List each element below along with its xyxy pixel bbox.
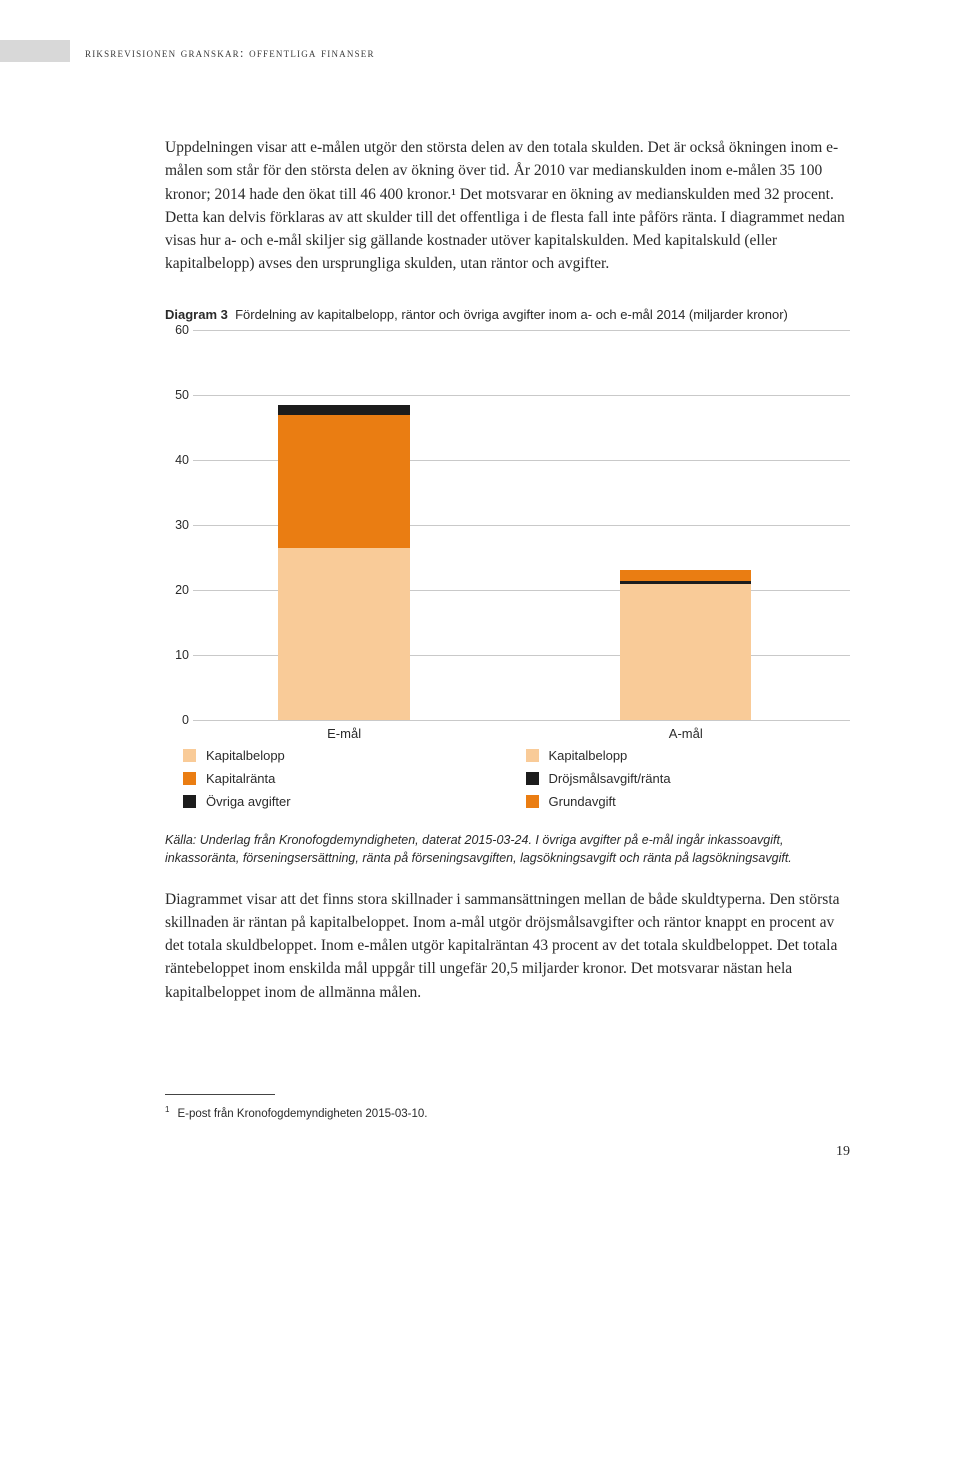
footnote-rule	[165, 1094, 275, 1095]
page: riksrevisionen granskar: offentliga fina…	[0, 0, 960, 1210]
footnote-text: E-post från Kronofogdemyndigheten 2015-0…	[177, 1108, 427, 1120]
legend-item: Övriga avgifter	[165, 794, 508, 809]
legend-swatch	[183, 795, 196, 808]
bar-chart: 0102030405060 E-målA-mål	[165, 330, 850, 720]
footnote-num: 1	[165, 1105, 169, 1114]
chart-legend: Kapitalbelopp Kapitalränta Övriga avgifter…	[165, 748, 850, 817]
legend-swatch	[526, 772, 539, 785]
legend-item: Grundavgift	[508, 794, 851, 809]
bar	[278, 405, 409, 720]
y-tick-label: 60	[175, 323, 189, 337]
running-header: riksrevisionen granskar: offentliga fina…	[85, 45, 850, 61]
legend-swatch	[183, 772, 196, 785]
chart-source: Källa: Underlag från Kronofogdemyndighet…	[165, 831, 850, 867]
diagram-title: Diagram 3 Fördelning av kapitalbelopp, r…	[165, 306, 850, 325]
x-axis-label: A-mål	[669, 726, 703, 741]
gridline	[193, 395, 850, 396]
gridline	[193, 330, 850, 331]
analysis-paragraph: Diagrammet visar att det finns stora ski…	[165, 888, 850, 1004]
bar-segment	[278, 415, 409, 548]
bar-segment	[620, 584, 751, 720]
legend-swatch	[183, 749, 196, 762]
legend-item: Kapitalbelopp	[165, 748, 508, 763]
y-tick-label: 30	[175, 518, 189, 532]
diagram-label: Diagram 3	[165, 307, 228, 322]
legend-swatch	[526, 795, 539, 808]
bar	[620, 570, 751, 721]
header-gray-bar	[0, 40, 70, 62]
legend-label: Kapitalränta	[206, 771, 275, 786]
y-tick-label: 50	[175, 388, 189, 402]
bar-segment	[620, 570, 751, 582]
y-tick-label: 10	[175, 648, 189, 662]
legend-label: Dröjsmålsavgift/ränta	[549, 771, 671, 786]
legend-item: Dröjsmålsavgift/ränta	[508, 771, 851, 786]
gridline	[193, 720, 850, 721]
x-axis-label: E-mål	[327, 726, 361, 741]
y-axis: 0102030405060	[165, 330, 189, 720]
page-number: 19	[165, 1144, 850, 1160]
intro-paragraph: Uppdelningen visar att e-målen utgör den…	[165, 136, 850, 276]
legend-right: Kapitalbelopp Dröjsmålsavgift/ränta Grunda…	[508, 748, 851, 817]
plot-area: E-målA-mål	[193, 330, 850, 720]
diagram-caption: Fördelning av kapitalbelopp, räntor och …	[235, 307, 788, 322]
bar-segment	[278, 548, 409, 720]
legend-item: Kapitalränta	[165, 771, 508, 786]
y-tick-label: 20	[175, 583, 189, 597]
y-tick-label: 40	[175, 453, 189, 467]
legend-left: Kapitalbelopp Kapitalränta Övriga avgifter	[165, 748, 508, 817]
legend-label: Kapitalbelopp	[549, 748, 628, 763]
legend-label: Kapitalbelopp	[206, 748, 285, 763]
footnote: 1 E-post från Kronofogdemyndigheten 2015-…	[165, 1105, 850, 1120]
legend-swatch	[526, 749, 539, 762]
legend-label: Övriga avgifter	[206, 794, 291, 809]
y-tick-label: 0	[182, 713, 189, 727]
legend-item: Kapitalbelopp	[508, 748, 851, 763]
bar-segment	[278, 405, 409, 415]
legend-label: Grundavgift	[549, 794, 616, 809]
